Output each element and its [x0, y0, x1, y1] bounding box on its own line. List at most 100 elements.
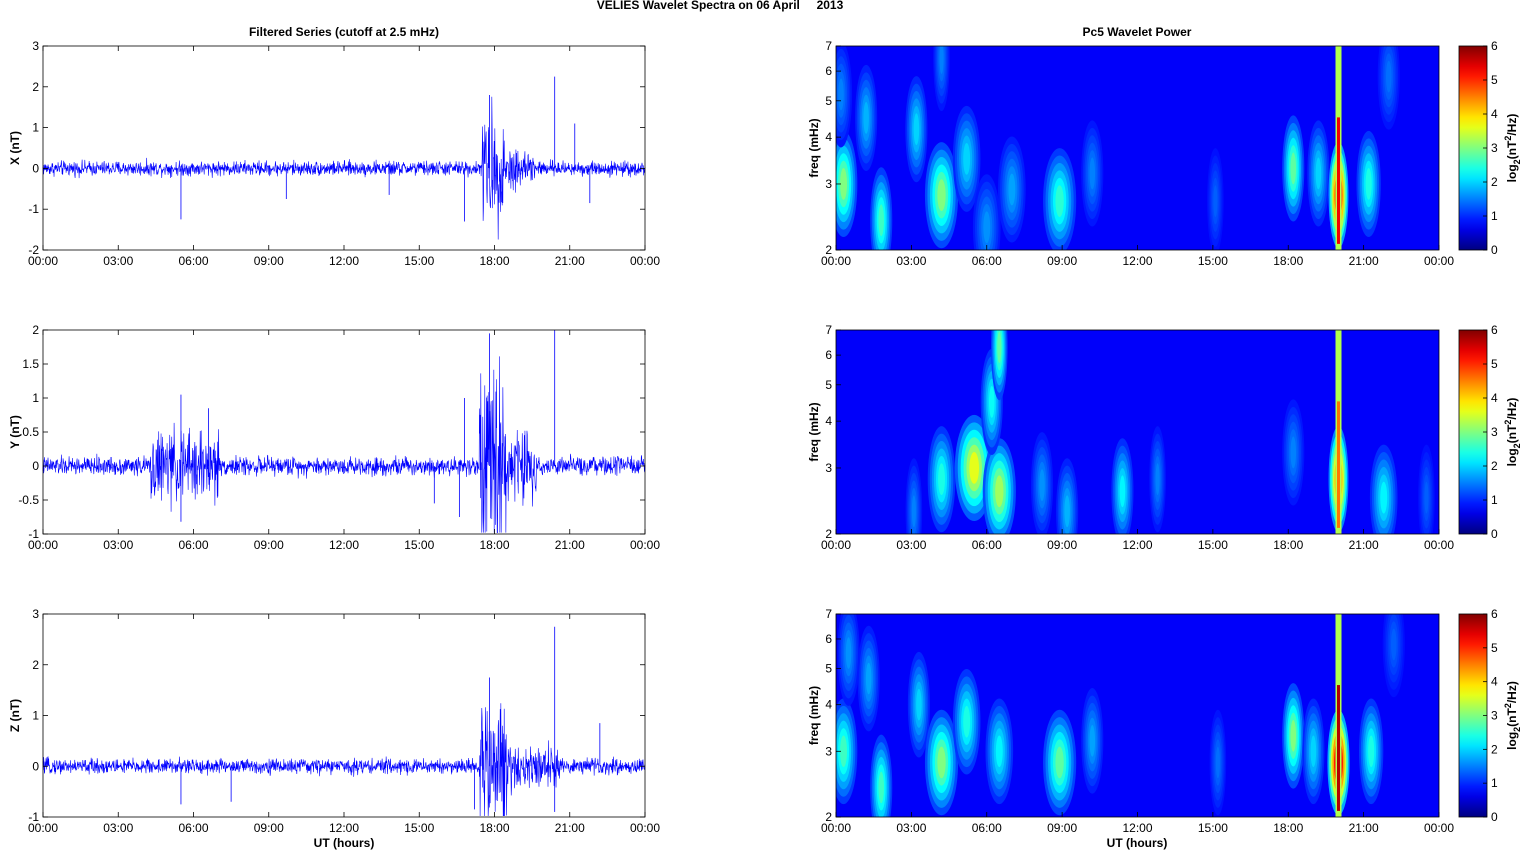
- series-trace: [42, 96, 646, 240]
- colorbar-label-part: (nT: [1505, 424, 1519, 443]
- x-tick-label: 18:00: [479, 254, 509, 268]
- spectrogram-image: [836, 614, 1439, 817]
- power-blob: [865, 662, 872, 695]
- x-tick-label: 18:00: [1273, 254, 1303, 268]
- x-tick-label: 12:00: [329, 254, 359, 268]
- y-tick-label: 6: [825, 348, 832, 362]
- power-blob: [1039, 469, 1045, 502]
- x-tick-label: 00:00: [630, 538, 660, 552]
- power-blob: [1089, 725, 1096, 757]
- x-tick-label: 12:00: [329, 538, 359, 552]
- colorbar-tick-label: 4: [1491, 391, 1498, 405]
- x-tick-label: 09:00: [254, 821, 284, 835]
- power-blob: [1055, 746, 1064, 779]
- colorbar-tick-label: 4: [1491, 675, 1498, 689]
- power-blob: [1368, 735, 1375, 768]
- y-tick-label: 5: [825, 94, 832, 108]
- y-tick-label: 3: [825, 461, 832, 475]
- x-tick-label: 00:00: [821, 254, 851, 268]
- power-blob: [1310, 735, 1317, 768]
- right-x-axis-label: UT (hours): [1107, 836, 1168, 850]
- series-trace: [42, 356, 646, 533]
- power-blob: [1119, 475, 1126, 508]
- power-blob: [963, 705, 971, 738]
- colorbar-label-part: log: [1505, 732, 1519, 750]
- power-blob: [937, 746, 946, 779]
- power-ridge-core: [1337, 117, 1340, 244]
- x-tick-label: 12:00: [1122, 254, 1152, 268]
- colorbar-gradient: [1459, 330, 1487, 534]
- power-blob: [1391, 628, 1397, 661]
- x-tick-label: 18:00: [1273, 538, 1303, 552]
- x-tick-label: 15:00: [1198, 821, 1228, 835]
- x-tick-label: 03:00: [896, 538, 926, 552]
- colorbar-tick-label: 3: [1491, 141, 1498, 155]
- power-blob: [997, 331, 1002, 364]
- x-tick-label: 00:00: [28, 821, 58, 835]
- spectrogram-panels: 2 3 4 5 6 7 00:00 03:00 06:00 09:00 12:00 15:00 18:0…: [807, 39, 1454, 835]
- x-tick-label: 21:00: [555, 821, 585, 835]
- x-tick-label: 00:00: [630, 821, 660, 835]
- colorbar-label-part: /Hz): [1505, 681, 1519, 703]
- colorbar-label-part: 2: [1503, 136, 1513, 141]
- power-blob: [916, 688, 922, 721]
- x-tick-label: 15:00: [404, 254, 434, 268]
- power-blob: [1215, 746, 1220, 779]
- x-tick-label: 12:00: [1122, 538, 1152, 552]
- power-blob: [989, 386, 995, 418]
- x-tick-label: 09:00: [254, 254, 284, 268]
- colorbar-label-part: log: [1505, 448, 1519, 466]
- power-blob: [911, 495, 916, 528]
- power-blob: [939, 46, 944, 74]
- y-tick-label: 2: [32, 658, 39, 672]
- colorbar-label: log2(nT2/Hz): [1503, 681, 1522, 750]
- colorbar-tick-label: 0: [1491, 527, 1498, 541]
- x-tick-label: 06:00: [178, 821, 208, 835]
- colorbars: 0123456log2(nT2/Hz)0123456log2(nT2/Hz)01…: [1458, 39, 1522, 824]
- power-blob: [995, 735, 1003, 768]
- colorbar-tick-label: 3: [1491, 425, 1498, 439]
- y-tick-label: 2: [825, 810, 832, 824]
- line-panels: -2 -1 0 1 2 3 00:00 03:00 06:00 09:00 12:00 15:00 18…: [8, 39, 660, 835]
- x-tick-label: 06:00: [972, 821, 1002, 835]
- x-tick-label: 15:00: [1198, 538, 1228, 552]
- x-tick-label: 00:00: [821, 538, 851, 552]
- x-tick-label: 00:00: [28, 254, 58, 268]
- x-tick-label: 00:00: [1424, 254, 1454, 268]
- x-tick-label: 12:00: [1122, 821, 1152, 835]
- power-blob: [995, 475, 1004, 508]
- y-tick-label: 3: [32, 607, 39, 621]
- colorbar-label-part: 2: [1512, 159, 1522, 164]
- y-tick-label: -0.5: [18, 493, 39, 507]
- y-tick-label: 1.5: [22, 357, 39, 371]
- y-tick-label: 2: [32, 80, 39, 94]
- colorbar-tick-label: 1: [1491, 209, 1498, 223]
- colorbar-tick-label: 5: [1491, 357, 1498, 371]
- x-tick-label: 21:00: [555, 538, 585, 552]
- y-tick-label: 3: [825, 177, 832, 191]
- y-tick-label: 0.5: [22, 425, 39, 439]
- power-blob: [1290, 720, 1297, 752]
- y-tick-label: 2: [825, 527, 832, 541]
- y-tick-label: 5: [825, 378, 832, 392]
- y-axis-label: freq (mHz): [807, 686, 821, 745]
- colorbar-tick-label: 1: [1491, 493, 1498, 507]
- x-tick-label: 00:00: [1424, 821, 1454, 835]
- colorbar-tick-label: 6: [1491, 39, 1498, 53]
- power-blob: [1064, 495, 1070, 528]
- power-blob: [1315, 157, 1322, 190]
- spectrogram-panel-1: 2 3 4 5 6 7 00:00 03:00 06:00 09:00 12:00 15:00 18:0…: [807, 39, 1454, 268]
- y-tick-label: -1: [28, 202, 39, 216]
- x-tick-label: 15:00: [404, 538, 434, 552]
- x-tick-label: 00:00: [630, 254, 660, 268]
- colorbar-label-part: 2: [1512, 443, 1522, 448]
- power-blob: [1290, 152, 1297, 185]
- colorbar-tick-label: 5: [1491, 73, 1498, 87]
- colorbar-tick-label: 1: [1491, 776, 1498, 790]
- x-tick-label: 21:00: [1349, 538, 1379, 552]
- y-tick-label: 4: [825, 130, 832, 144]
- colorbar-label-part: log: [1505, 164, 1519, 182]
- x-tick-label: 21:00: [1349, 821, 1379, 835]
